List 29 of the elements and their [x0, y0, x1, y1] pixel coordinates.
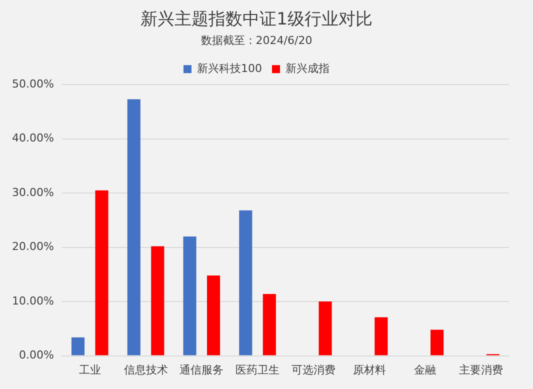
bar — [262, 294, 276, 356]
bar — [318, 302, 332, 356]
y-tick-label: 50.00% — [12, 77, 54, 90]
x-tick-label: 主要消费 — [459, 363, 504, 376]
x-tick-label: 金融 — [414, 363, 436, 376]
x-tick-label: 医药卫生 — [236, 363, 280, 376]
bar — [430, 330, 444, 356]
bar — [151, 246, 164, 356]
x-tick-label: 可选消费 — [291, 363, 336, 376]
bar — [71, 337, 85, 356]
y-tick-label: 10.00% — [12, 294, 54, 308]
y-tick-label: 0.00% — [18, 348, 54, 362]
bar — [183, 236, 196, 356]
bar — [127, 99, 140, 356]
x-tick-label: 工业 — [78, 363, 101, 376]
x-tick-label: 通信服务 — [180, 363, 224, 376]
y-tick-label: 30.00% — [12, 186, 54, 199]
bar — [239, 210, 252, 356]
bar — [374, 317, 388, 356]
bar — [95, 190, 108, 356]
y-tick-label: 20.00% — [12, 240, 54, 254]
x-tick-label: 原材料 — [352, 363, 386, 376]
legend-label: 新兴科技100 — [197, 62, 262, 75]
chart-title: 新兴主题指数中证1级行业对比 — [140, 10, 372, 30]
y-tick-label: 40.00% — [12, 132, 54, 145]
x-tick-label: 信息技术 — [124, 363, 168, 376]
legend-label: 新兴成指 — [286, 62, 330, 75]
bar — [206, 276, 220, 356]
chart-subtitle: 数据截至：2024/6/20 — [200, 34, 312, 47]
